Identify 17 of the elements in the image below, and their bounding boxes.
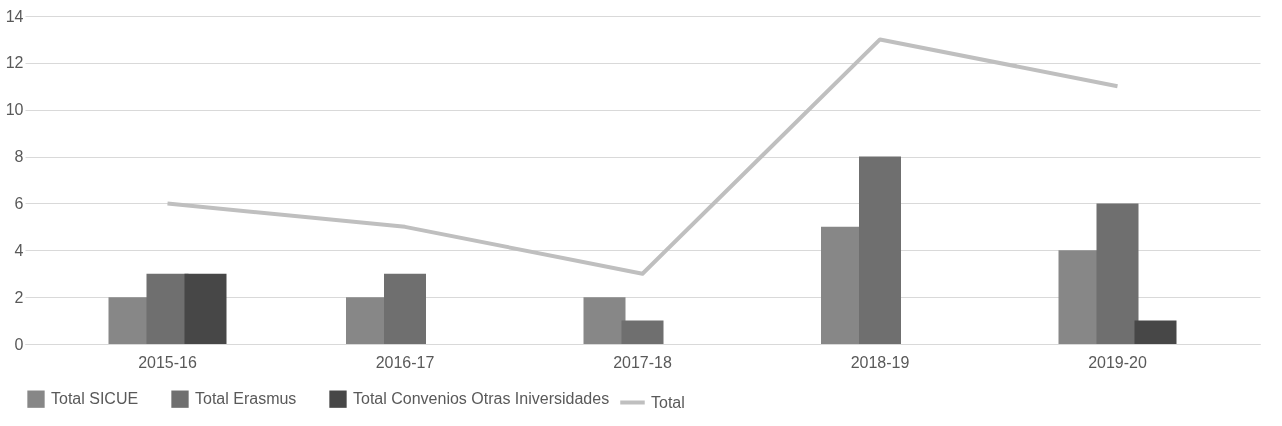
y-tick-label: 2: [14, 288, 24, 306]
x-tick-label: 2019-20: [1088, 353, 1147, 371]
x-tick-label: 2015-16: [138, 353, 197, 371]
y-tick-label: 10: [5, 101, 24, 119]
legend-label: Total Erasmus: [195, 390, 297, 408]
x-tick-label: 2016-17: [375, 353, 435, 371]
legend-label: Total: [651, 393, 685, 411]
y-tick-label: 8: [14, 148, 24, 166]
y-tick-label: 12: [5, 54, 24, 72]
y-tick-label: 6: [14, 194, 24, 212]
legend-label: Total SICUE: [51, 390, 139, 408]
x-tick-label: 2017-18: [613, 353, 672, 371]
y-tick-label: 4: [14, 241, 24, 259]
x-tick-label: 2018-19: [850, 353, 910, 371]
y-tick-label: 0: [14, 335, 24, 353]
legend-label: Total Convenios Otras Iniversidades: [353, 390, 610, 408]
y-tick-label: 14: [5, 7, 24, 25]
